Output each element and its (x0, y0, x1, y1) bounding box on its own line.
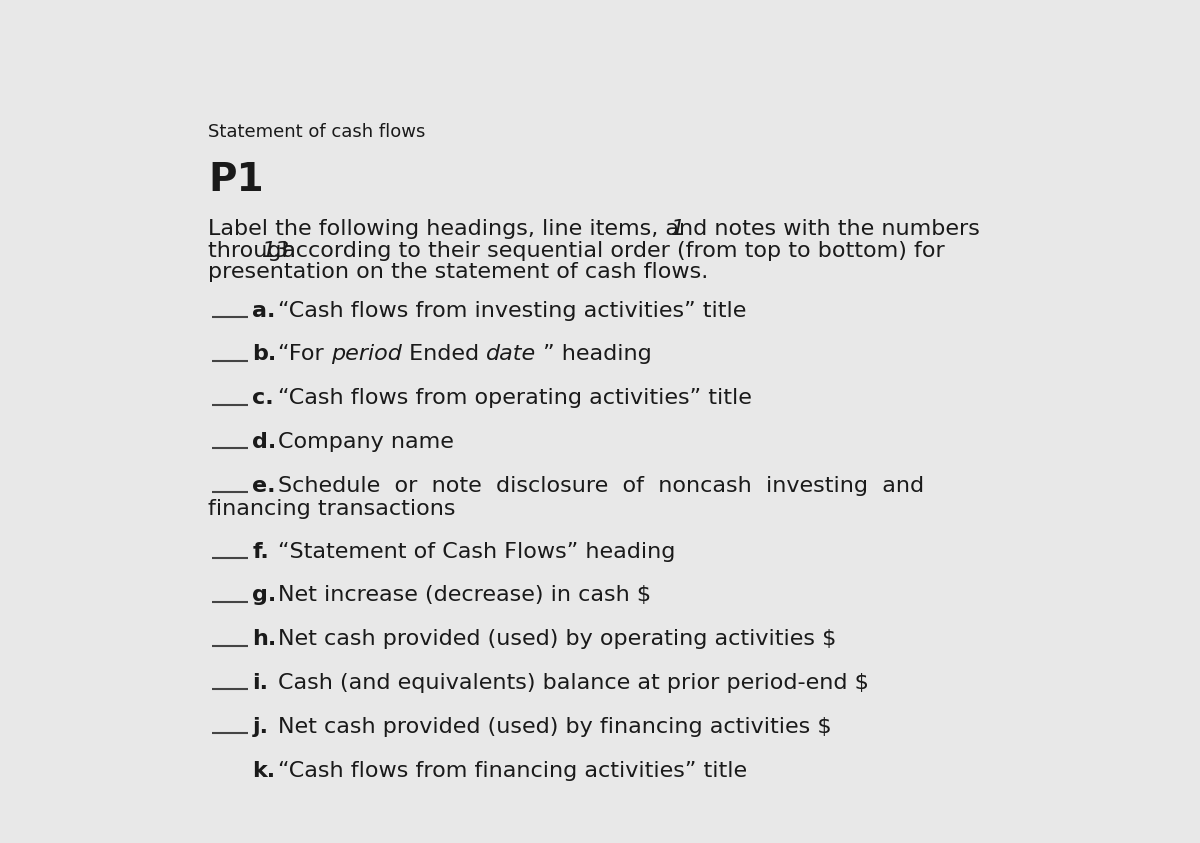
Text: Label the following headings, line items, and notes with the numbers: Label the following headings, line items… (208, 219, 988, 239)
Text: a.: a. (252, 301, 276, 320)
Text: financing transactions: financing transactions (208, 499, 456, 519)
Text: 1: 1 (671, 219, 685, 239)
Text: f.: f. (252, 541, 269, 561)
Text: c.: c. (252, 389, 274, 408)
Text: period: period (331, 345, 402, 364)
Text: date: date (486, 345, 536, 364)
Text: Cash (and equivalents) balance at prior period-end $: Cash (and equivalents) balance at prior … (278, 674, 869, 693)
Text: h.: h. (252, 630, 276, 649)
Text: “Cash flows from operating activities” title: “Cash flows from operating activities” t… (278, 389, 751, 408)
Text: “For: “For (278, 345, 331, 364)
Text: Net cash provided (used) by operating activities $: Net cash provided (used) by operating ac… (278, 630, 836, 649)
Text: Net increase (decrease) in cash $: Net increase (decrease) in cash $ (278, 586, 650, 605)
Text: i.: i. (252, 674, 269, 693)
Text: Schedule  or  note  disclosure  of  noncash  investing  and: Schedule or note disclosure of noncash i… (278, 476, 924, 497)
Text: P1: P1 (208, 161, 264, 199)
Text: Company name: Company name (278, 432, 454, 452)
Text: Net cash provided (used) by financing activities $: Net cash provided (used) by financing ac… (278, 717, 832, 737)
Text: “Cash flows from investing activities” title: “Cash flows from investing activities” t… (278, 301, 746, 320)
Text: g.: g. (252, 586, 276, 605)
Text: Statement of cash flows: Statement of cash flows (208, 123, 426, 141)
Text: “Statement of Cash Flows” heading: “Statement of Cash Flows” heading (278, 541, 676, 561)
Text: 13: 13 (262, 240, 290, 260)
Text: according to their sequential order (from top to bottom) for: according to their sequential order (fro… (275, 240, 944, 260)
Text: ” heading: ” heading (536, 345, 652, 364)
Text: “Cash flows from financing activities” title: “Cash flows from financing activities” t… (278, 761, 746, 781)
Text: presentation on the statement of cash flows.: presentation on the statement of cash fl… (208, 262, 708, 282)
Text: j.: j. (252, 717, 269, 737)
Text: through: through (208, 240, 302, 260)
Text: k.: k. (252, 761, 276, 781)
Text: b.: b. (252, 345, 276, 364)
Text: d.: d. (252, 432, 276, 452)
Text: Ended: Ended (402, 345, 486, 364)
Text: e.: e. (252, 476, 276, 497)
